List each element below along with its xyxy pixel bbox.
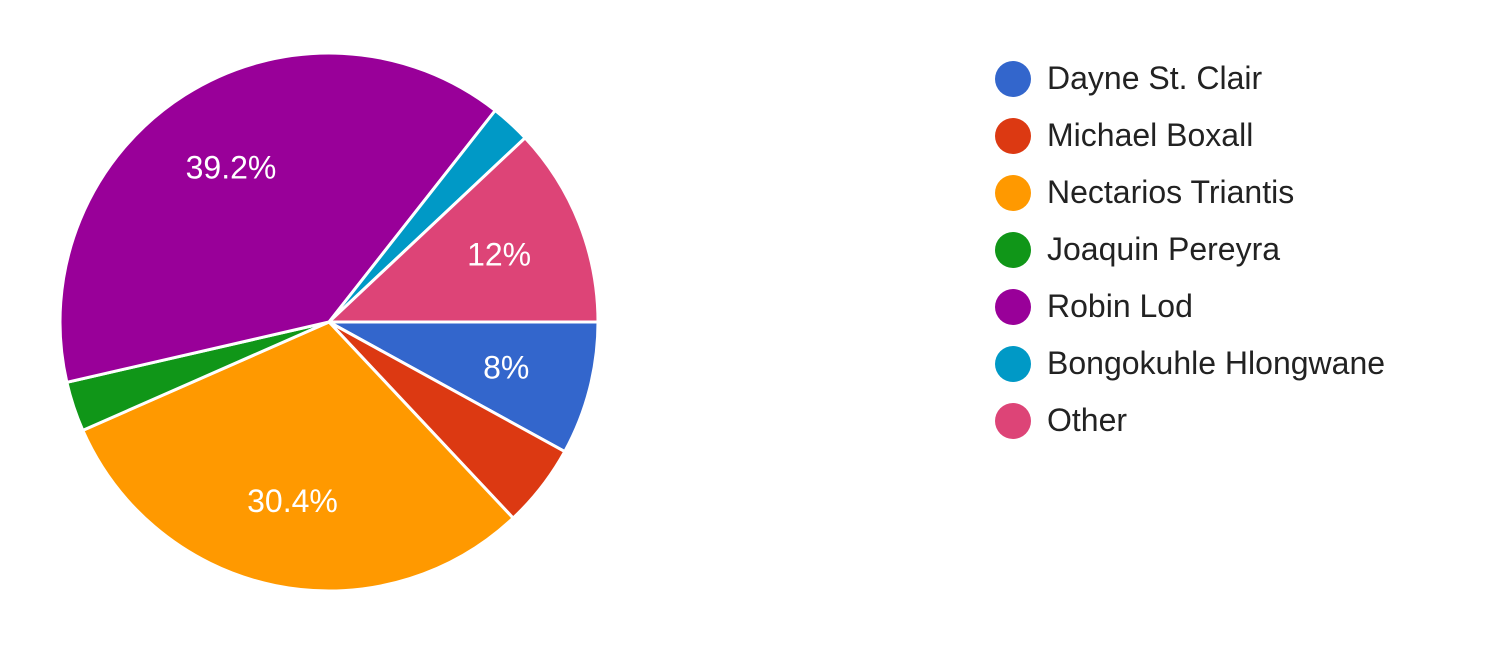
legend-item-other: Other	[995, 392, 1385, 449]
pie-chart: 8% 30.4% 39.2% 12%	[58, 51, 600, 593]
chart-legend: Dayne St. Clair Michael Boxall Nectarios T…	[995, 50, 1385, 449]
legend-label: Other	[1047, 402, 1128, 438]
legend-item-dayne-st-clair: Dayne St. Clair	[995, 50, 1385, 107]
legend-swatch	[995, 288, 1031, 325]
pie-slice-dayne-st-clair	[327, 320, 600, 454]
legend-label: Joaquin Pereyra	[1047, 231, 1281, 267]
data-label-dayne-st-clair: 8%	[483, 350, 529, 386]
legend-swatch	[995, 60, 1031, 97]
pie-data-labels: 8% 30.4% 39.2% 12%	[186, 150, 531, 520]
legend-label: Nectarios Triantis	[1047, 174, 1295, 210]
legend-label: Michael Boxall	[1047, 117, 1254, 153]
data-label-other: 12%	[467, 237, 531, 273]
legend-swatch	[995, 174, 1031, 211]
legend-label: Robin Lod	[1047, 288, 1193, 324]
legend-item-robin-lod: Robin Lod	[995, 278, 1385, 335]
pie-slice-nectarios-triantis	[81, 320, 515, 593]
legend-swatch	[995, 345, 1031, 382]
legend-item-nectarios-triantis: Nectarios Triantis	[995, 164, 1385, 221]
legend-label: Bongokuhle Hlongwane	[1047, 345, 1386, 381]
legend-item-joaquin-pereyra: Joaquin Pereyra	[995, 221, 1385, 278]
legend-swatch	[995, 231, 1031, 268]
legend-label: Dayne St. Clair	[1047, 60, 1263, 96]
legend-item-bongokuhle-hlongwane: Bongokuhle Hlongwane	[995, 335, 1385, 392]
legend-swatch	[995, 117, 1031, 154]
pie-slices	[58, 51, 600, 593]
legend-item-michael-boxall: Michael Boxall	[995, 107, 1385, 164]
pie-slice-other	[327, 136, 600, 324]
pie-slice-robin-lod	[58, 51, 497, 384]
legend-swatch	[995, 402, 1031, 439]
data-label-robin-lod: 39.2%	[186, 150, 277, 186]
data-label-nectarios-triantis: 30.4%	[247, 483, 338, 519]
